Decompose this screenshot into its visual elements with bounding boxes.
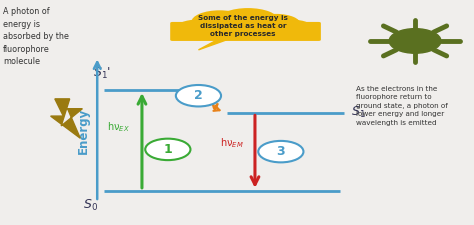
Text: hν$_{EM}$: hν$_{EM}$ [219,136,243,150]
Text: A photon of
energy is
absorbed by the
fluorophore
molecule: A photon of energy is absorbed by the fl… [3,7,69,66]
Text: 3: 3 [276,145,285,158]
Text: S$_1$': S$_1$' [93,66,111,81]
Ellipse shape [272,20,313,38]
FancyBboxPatch shape [170,22,321,41]
Circle shape [258,141,303,162]
Circle shape [176,85,221,106]
Text: 1: 1 [164,143,172,156]
Text: S$_0$: S$_0$ [82,198,98,213]
Ellipse shape [252,14,301,34]
Text: S$_1$: S$_1$ [352,105,366,120]
Ellipse shape [174,20,223,40]
Polygon shape [51,99,82,138]
Circle shape [389,29,441,53]
Text: 2: 2 [194,89,203,102]
Text: hν$_{EX}$: hν$_{EX}$ [108,120,130,134]
Ellipse shape [191,10,248,34]
Text: As the electrons in the
fluorophore return to
ground state, a photon of
lower en: As the electrons in the fluorophore retu… [356,86,448,126]
Text: Energy: Energy [77,107,90,153]
Ellipse shape [217,8,279,33]
Text: Some of the energy is
dissipated as heat or
other processes: Some of the energy is dissipated as heat… [198,15,288,37]
Polygon shape [199,40,227,50]
Circle shape [145,139,191,160]
